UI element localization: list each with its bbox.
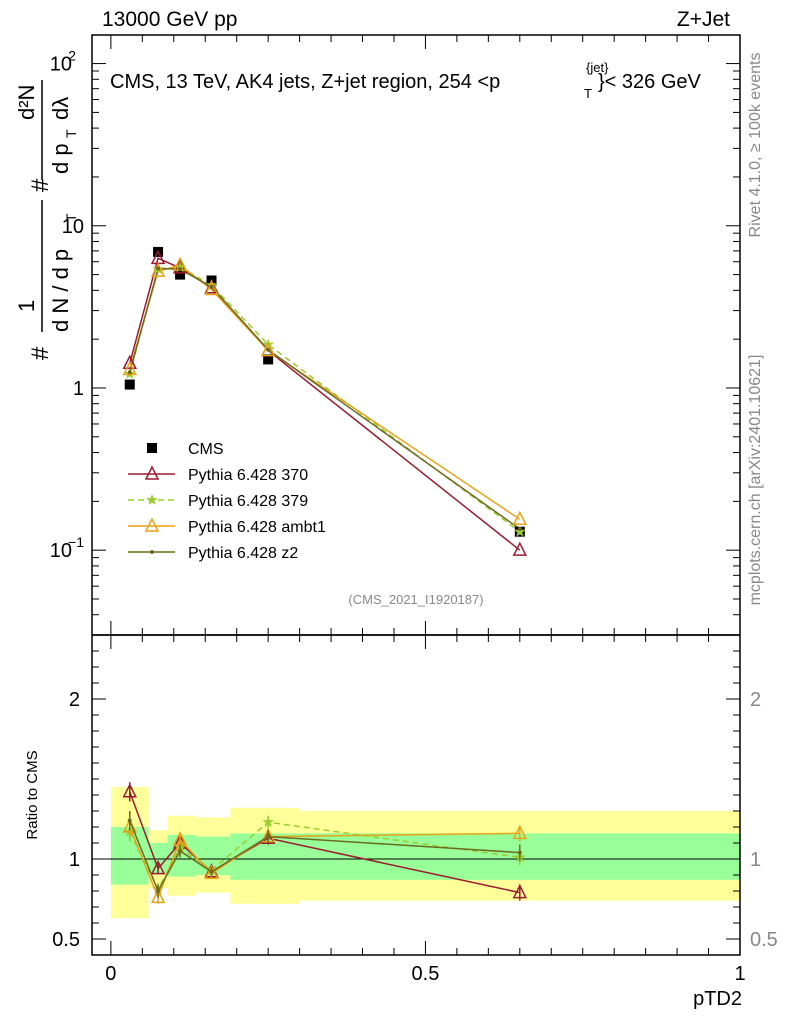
legend: CMS Pythia 6.428 370 Pythia 6.428 379 Pythi…	[128, 441, 326, 562]
main-point-s4-3	[209, 284, 214, 289]
svg-text:CMS, 13 TeV, AK4 jets, Z+jet r: CMS, 13 TeV, AK4 jets, Z+jet region, 254…	[110, 71, 500, 93]
ratio-point-s2-3	[204, 864, 219, 880]
legend-marker-4	[150, 550, 154, 554]
energy-label: 13000 GeV pp	[102, 8, 237, 31]
main-ytick-exp-0: −1	[68, 534, 84, 550]
main-point-s0-2	[175, 269, 186, 280]
main-point-s2-2	[174, 261, 186, 273]
ratio-frame	[91, 634, 741, 956]
main-ylabel: # 1 d N / d p T # d p T d²N dλ	[14, 80, 79, 360]
ratio-band-inner-1	[148, 843, 168, 874]
legend-marker-0	[147, 443, 157, 453]
ratio-xtick-label-1: 0.5	[412, 963, 440, 985]
plot-title-sub: T	[584, 86, 592, 101]
main-ytick-label-3: 10	[50, 54, 72, 76]
main-point-s3-4	[260, 341, 276, 357]
legend-label-2: Pythia 6.428 379	[188, 493, 308, 510]
main-point-s4-5	[517, 527, 522, 532]
ratio-ytick-label-left-2: 2	[69, 689, 80, 711]
ylabel-hash2: #	[27, 178, 54, 192]
ylabel-hash1: #	[27, 346, 54, 360]
ratio-ytick-label-left-1: 1	[69, 849, 80, 871]
legend-label-0: CMS	[188, 441, 224, 458]
legend-marker-2	[146, 494, 158, 505]
legend-label-4: Pythia 6.428 z2	[188, 545, 298, 562]
main-ytick-exp-3: 2	[68, 48, 76, 64]
ylabel-dN: d N / d p	[48, 249, 73, 332]
x-axis-label: pTD2	[693, 988, 742, 1010]
ratio-point-s3-1	[156, 889, 161, 893]
ratio-ylabel: Ratio to CMS	[24, 750, 41, 839]
ratio-point-s3-5	[517, 850, 522, 855]
main-point-s0-0	[124, 379, 135, 390]
main-point-s3-1	[150, 262, 166, 277]
main-point-s4-0	[127, 370, 132, 375]
legend-label-3: Pythia 6.428 ambt1	[188, 519, 326, 536]
main-point-s4-2	[178, 267, 183, 272]
ratio-line-series-2	[129, 826, 520, 900]
ratio-xtick-label-0: 0	[105, 963, 116, 985]
ratio-point-s3-0	[127, 818, 132, 823]
ratio-ytick-label-right-2: 2	[750, 689, 761, 711]
main-point-s3-5	[512, 510, 528, 526]
plot-title: CMS, 13 TeV, AK4 jets, Z+jet region, 254…	[110, 60, 702, 101]
ratio-point-s0-5	[512, 883, 528, 899]
ylabel-T1: T	[63, 213, 79, 222]
process-label: Z+Jet	[677, 8, 730, 31]
main-ytick-label-2: 10	[62, 216, 84, 238]
plot-title-suffix: }< 326 GeV	[598, 71, 702, 93]
ratio-point-s0-0	[122, 783, 137, 798]
main-point-s4-4	[266, 347, 271, 352]
ratio-ytick-label-left-0: 0.5	[52, 929, 80, 951]
main-point-s0-4	[263, 354, 274, 365]
main-ytick-label-1: 1	[73, 378, 84, 400]
main-point-s3-3	[204, 280, 219, 296]
ratio-point-s1-4	[262, 816, 274, 828]
main-point-s2-3	[205, 279, 218, 291]
ratio-line-series-3	[129, 820, 520, 893]
legend-label-1: Pythia 6.428 370	[188, 467, 308, 484]
analysis-id: (CMS_2021_I1920187)	[348, 592, 483, 607]
main-point-s3-0	[122, 360, 137, 376]
legend-marker-1	[144, 465, 160, 480]
legend-marker-3	[144, 517, 160, 532]
ratio-point-s0-1	[150, 859, 166, 875]
main-point-s2-5	[514, 525, 526, 537]
ratio-point-s2-5	[512, 824, 528, 840]
plot-title-prefix: CMS, 13 TeV, AK4 jets, Z+jet region, 254…	[110, 71, 500, 93]
ylabel-dlambda: dλ	[48, 97, 73, 120]
ratio-point-s2-0	[122, 818, 137, 833]
ratio-point-s2-1	[150, 888, 166, 904]
ratio-xtick-label-2: 1	[734, 963, 745, 985]
ylabel-d2N: d²N	[14, 85, 39, 120]
main-ytick-label-0: 10	[50, 540, 72, 562]
ratio-point-s3-4	[266, 834, 271, 839]
source-label: mcplots.cern.ch [arXiv:2401.10621]	[747, 355, 764, 606]
main-point-s1-5	[512, 541, 528, 556]
ratio-point-s3-3	[209, 869, 214, 874]
main-line-series-4	[129, 267, 521, 530]
ylabel-T2: T	[63, 129, 79, 138]
ylabel-dpT: d p	[48, 143, 73, 174]
ratio-ytick-label-right-0: 0.5	[750, 929, 778, 951]
main-point-s4-1	[156, 266, 161, 271]
rivet-version-label: Rivet 4.1.0, ≥ 100k events	[747, 53, 764, 238]
ylabel-one: 1	[14, 300, 39, 312]
main-point-s1-3	[204, 279, 219, 294]
plot-title-sup: {jet}	[586, 60, 609, 75]
ratio-point-s3-2	[178, 849, 183, 853]
ratio-ytick-label-right-1: 1	[750, 849, 761, 871]
